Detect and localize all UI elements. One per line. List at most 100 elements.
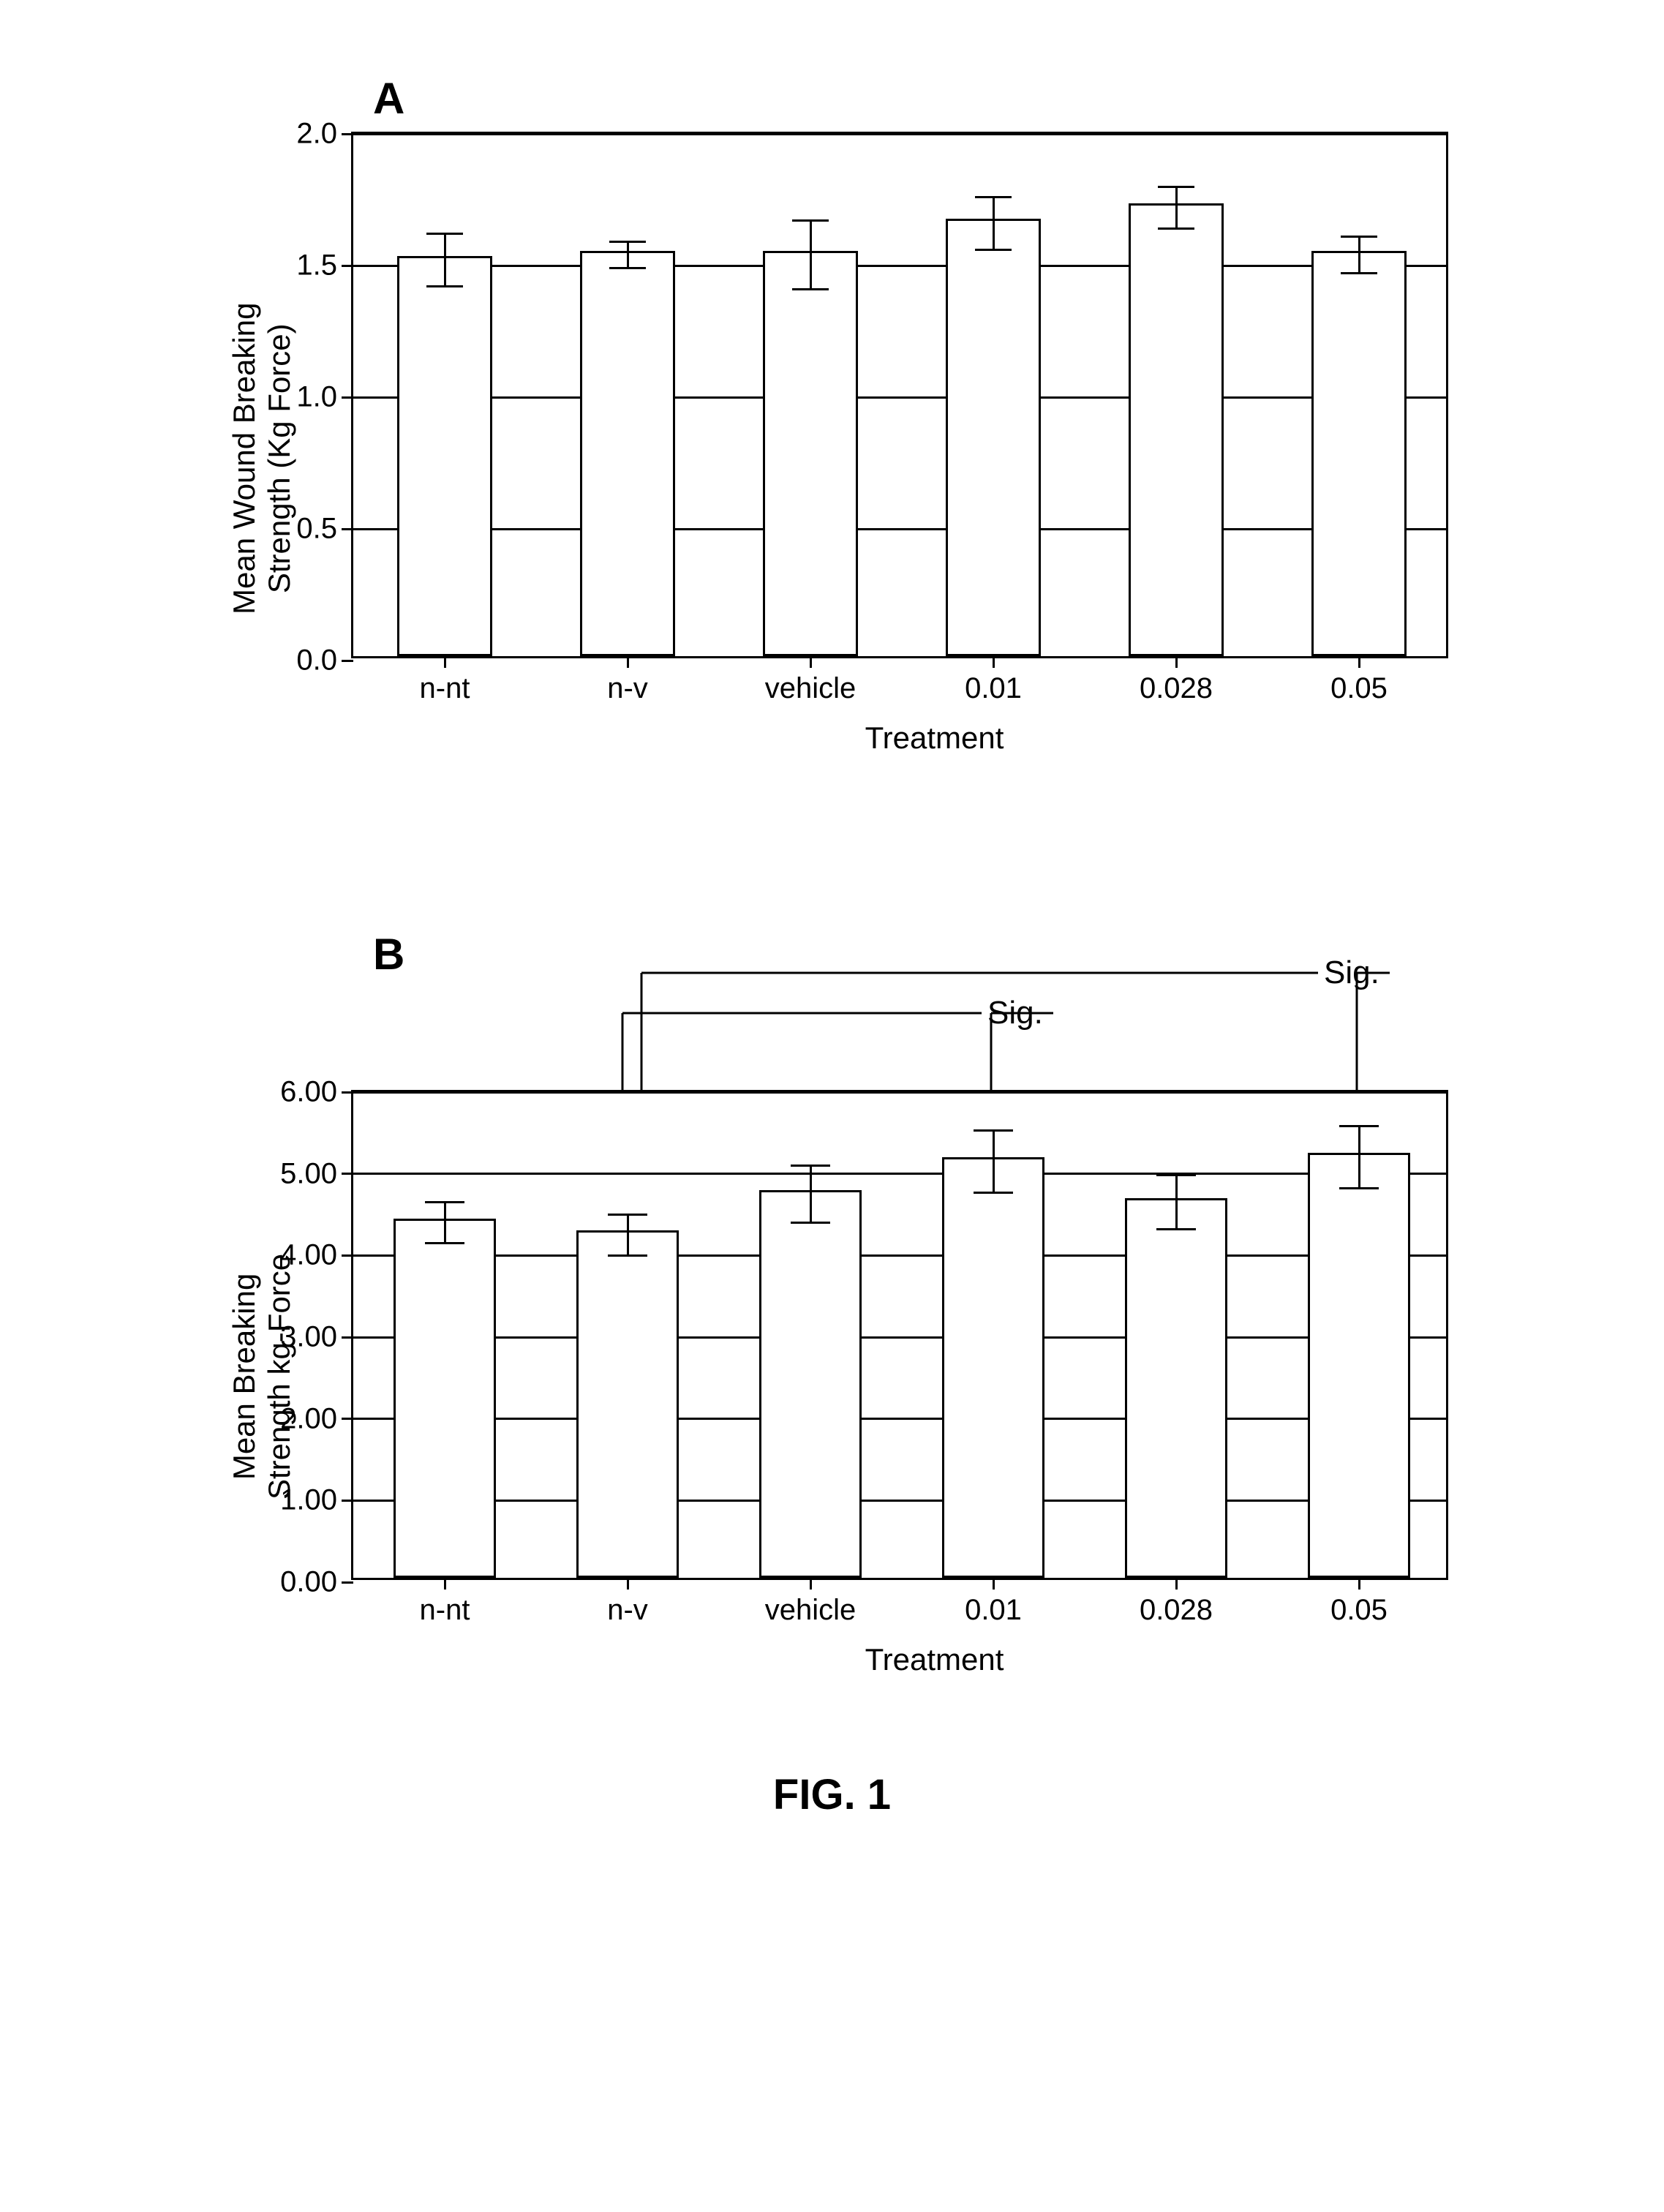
- y-tick: [342, 1581, 353, 1584]
- error-bar-stem: [993, 197, 995, 249]
- error-bar-stem: [627, 1215, 629, 1256]
- y-tick: [342, 1336, 353, 1339]
- error-bar-cap: [1341, 272, 1377, 274]
- y-tick-label: 0.00: [280, 1566, 337, 1599]
- error-bar-cap: [609, 267, 646, 269]
- error-bar-cap: [975, 196, 1012, 198]
- gridline: [353, 1173, 1446, 1175]
- bar: [1311, 251, 1407, 656]
- error-bar-cap: [608, 1254, 647, 1257]
- error-bar-stem: [444, 1203, 446, 1244]
- x-tick-label: n-nt: [420, 1594, 470, 1627]
- error-bar-cap: [425, 1201, 464, 1203]
- x-tick-label: 0.028: [1140, 1594, 1213, 1627]
- panel-b-chart: 0.001.002.003.004.005.006.00n-ntn-vvehic…: [351, 936, 1518, 1677]
- panel-b-ylabel: Mean Breaking Strength kg-Force: [227, 1254, 298, 1500]
- gridline: [353, 1254, 1446, 1257]
- gridline: [353, 133, 1446, 135]
- panel-b-plot-area: 0.001.002.003.004.005.006.00n-ntn-vvehic…: [351, 1090, 1448, 1580]
- error-bar-stem: [810, 1166, 812, 1223]
- bar: [759, 1190, 862, 1578]
- x-tick: [810, 656, 812, 668]
- error-bar-cap: [1158, 227, 1194, 230]
- gridline: [353, 528, 1446, 530]
- y-tick-label: 1.0: [296, 381, 337, 414]
- x-tick-label: n-v: [607, 1594, 648, 1627]
- y-tick: [342, 133, 353, 135]
- x-tick: [1175, 656, 1178, 668]
- figure-caption: FIG. 1: [146, 1770, 1518, 1819]
- bar: [763, 251, 858, 656]
- error-bar-stem: [810, 221, 812, 290]
- panel-a-plot-area: 0.00.51.01.52.0n-ntn-vvehicle0.010.0280.…: [351, 132, 1448, 658]
- bar: [394, 1219, 496, 1578]
- error-bar-stem: [1358, 1126, 1360, 1189]
- error-bar-stem: [627, 242, 629, 268]
- x-tick-label: n-nt: [420, 672, 470, 705]
- error-bar-cap: [425, 1242, 464, 1244]
- y-tick-label: 5.00: [280, 1157, 337, 1190]
- y-tick: [342, 1091, 353, 1094]
- x-tick: [1358, 656, 1360, 668]
- x-tick: [993, 1578, 995, 1590]
- gridline: [353, 396, 1446, 399]
- panel-a-chart: 0.00.51.01.52.0n-ntn-vvehicle0.010.0280.…: [351, 88, 1518, 756]
- error-bar-stem: [1175, 1175, 1178, 1230]
- x-tick: [627, 1578, 629, 1590]
- y-tick-label: 2.00: [280, 1402, 337, 1435]
- error-bar-cap: [1156, 1228, 1196, 1230]
- error-bar-cap: [426, 285, 463, 287]
- x-tick: [810, 1578, 812, 1590]
- error-bar-stem: [1358, 236, 1360, 273]
- error-bar-cap: [1158, 186, 1194, 188]
- y-tick-label: 2.0: [296, 118, 337, 151]
- x-tick: [1358, 1578, 1360, 1590]
- bar: [946, 219, 1041, 656]
- y-tick-label: 6.00: [280, 1076, 337, 1109]
- y-tick-label: 0.0: [296, 644, 337, 677]
- y-tick-label: 1.00: [280, 1484, 337, 1517]
- y-tick: [342, 396, 353, 399]
- y-tick: [342, 1173, 353, 1175]
- y-tick: [342, 528, 353, 530]
- y-tick: [342, 265, 353, 267]
- x-tick-label: n-v: [607, 672, 648, 705]
- bar: [1308, 1153, 1410, 1578]
- x-tick-label: 0.05: [1330, 672, 1388, 705]
- y-tick: [342, 1500, 353, 1502]
- gridline: [353, 1500, 1446, 1502]
- bar: [397, 256, 492, 656]
- error-bar-cap: [791, 1165, 830, 1167]
- y-tick-label: 3.00: [280, 1321, 337, 1354]
- panel-b-xlabel: Treatment: [351, 1642, 1518, 1677]
- error-bar-cap: [609, 241, 646, 243]
- y-tick-label: 0.5: [296, 513, 337, 546]
- x-tick-label: 0.05: [1330, 1594, 1388, 1627]
- panel-b: B Mean Breaking Strength kg-Force 0.001.…: [146, 936, 1518, 1668]
- panel-a: A Mean Wound Breaking Strength (Kg Force…: [146, 88, 1518, 746]
- figure-1: A Mean Wound Breaking Strength (Kg Force…: [146, 88, 1518, 1819]
- error-bar-cap: [974, 1192, 1013, 1194]
- gridline: [353, 265, 1446, 267]
- bar: [580, 251, 675, 656]
- panel-a-ylabel: Mean Wound Breaking Strength (Kg Force): [227, 303, 298, 614]
- y-tick-label: 4.00: [280, 1239, 337, 1272]
- y-tick: [342, 1254, 353, 1257]
- y-tick: [342, 1418, 353, 1420]
- error-bar-cap: [792, 219, 829, 222]
- error-bar-cap: [1339, 1187, 1379, 1189]
- sig-annotation-label: Sig.: [987, 995, 1043, 1031]
- gridline: [353, 1336, 1446, 1339]
- bar: [1129, 203, 1224, 656]
- error-bar-cap: [1339, 1125, 1379, 1127]
- x-tick: [627, 656, 629, 668]
- error-bar-cap: [791, 1222, 830, 1224]
- error-bar-cap: [974, 1129, 1013, 1132]
- y-tick-label: 1.5: [296, 249, 337, 282]
- x-tick: [444, 1578, 446, 1590]
- error-bar-cap: [792, 288, 829, 290]
- x-tick: [993, 656, 995, 668]
- bar: [576, 1230, 679, 1578]
- gridline: [353, 1418, 1446, 1420]
- error-bar-cap: [1156, 1174, 1196, 1176]
